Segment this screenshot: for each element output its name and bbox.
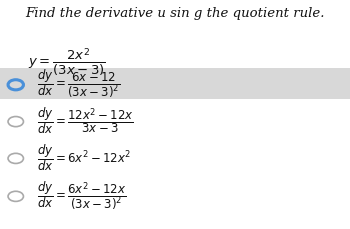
FancyBboxPatch shape bbox=[0, 69, 350, 100]
Text: $y = \dfrac{2x^2}{(3x-3)}$: $y = \dfrac{2x^2}{(3x-3)}$ bbox=[28, 46, 106, 77]
Text: $\dfrac{dy}{dx} = \dfrac{6x^2-12x}{(3x-3)^2}$: $\dfrac{dy}{dx} = \dfrac{6x^2-12x}{(3x-3… bbox=[37, 178, 126, 211]
Text: $\dfrac{dy}{dx} = \dfrac{6x-12}{(3x-3)^2}$: $\dfrac{dy}{dx} = \dfrac{6x-12}{(3x-3)^2… bbox=[37, 67, 120, 100]
Text: $\dfrac{dy}{dx} = \dfrac{12x^2-12x}{3x-3}$: $\dfrac{dy}{dx} = \dfrac{12x^2-12x}{3x-3… bbox=[37, 105, 134, 136]
Text: $\dfrac{dy}{dx} = 6x^2 - 12x^2$: $\dfrac{dy}{dx} = 6x^2 - 12x^2$ bbox=[37, 142, 131, 172]
Text: Find the derivative u sin g the quotient rule.: Find the derivative u sin g the quotient… bbox=[25, 7, 325, 20]
